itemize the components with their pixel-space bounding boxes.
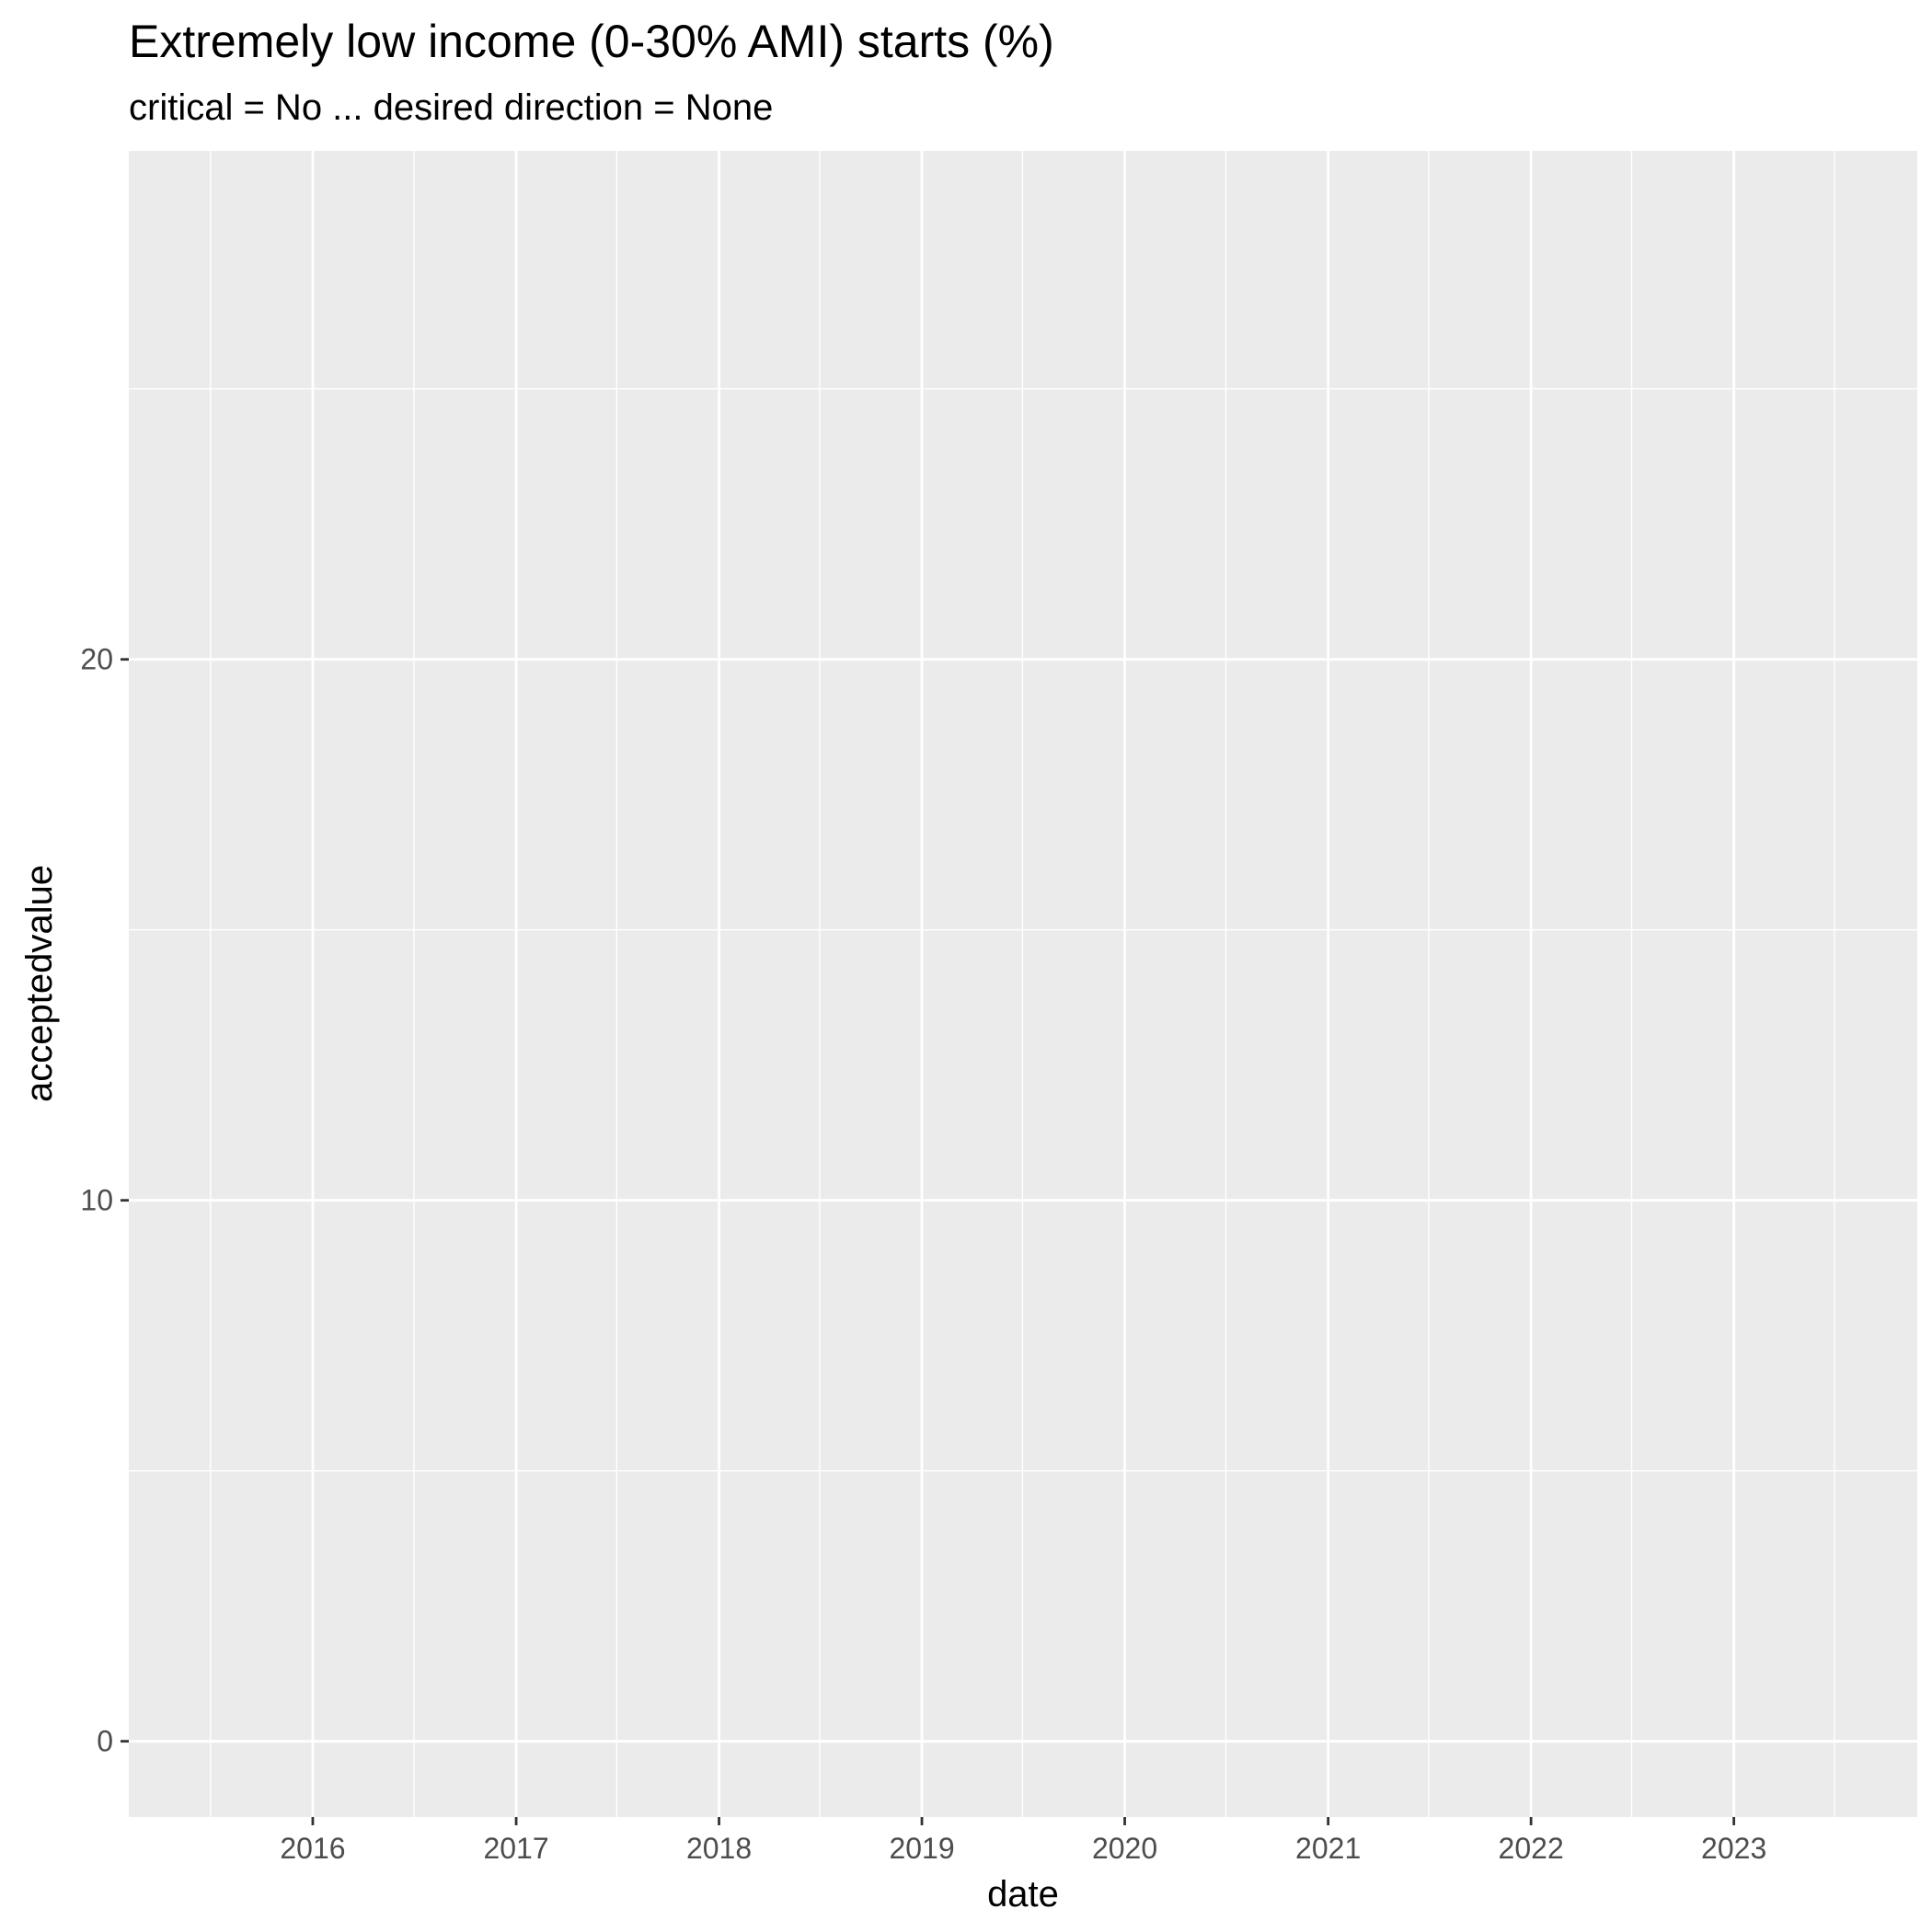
x-tick-label: 2018 xyxy=(686,1832,752,1865)
chart-subtitle: critical = No ... desired direction = No… xyxy=(129,87,773,128)
y-tick-label: 0 xyxy=(97,1725,113,1758)
y-axis-title: acceptedvalue xyxy=(19,865,60,1102)
x-tick-label: 2020 xyxy=(1092,1832,1157,1865)
x-tick-label: 2016 xyxy=(280,1832,345,1865)
chart-title: Extremely low income (0-30% AMI) starts … xyxy=(129,16,1054,67)
minor-gridlines-y xyxy=(129,388,1917,1472)
x-axis-title: date xyxy=(987,1874,1059,1915)
y-tick-label: 10 xyxy=(80,1184,113,1217)
minor-gridlines-x xyxy=(210,151,1835,1817)
x-axis: 2016 2017 2018 2019 2020 2021 2022 2023 xyxy=(280,1817,1766,1865)
x-tick-label: 2019 xyxy=(889,1832,954,1865)
x-tick-label: 2017 xyxy=(483,1832,548,1865)
y-tick-label: 20 xyxy=(80,643,113,676)
y-axis: 0 10 20 xyxy=(80,643,129,1758)
x-tick-label: 2023 xyxy=(1701,1832,1766,1865)
major-gridlines-y xyxy=(129,658,1917,1743)
x-tick-label: 2021 xyxy=(1295,1832,1361,1865)
major-gridlines-x xyxy=(311,151,1736,1817)
x-tick-label: 2022 xyxy=(1499,1832,1564,1865)
